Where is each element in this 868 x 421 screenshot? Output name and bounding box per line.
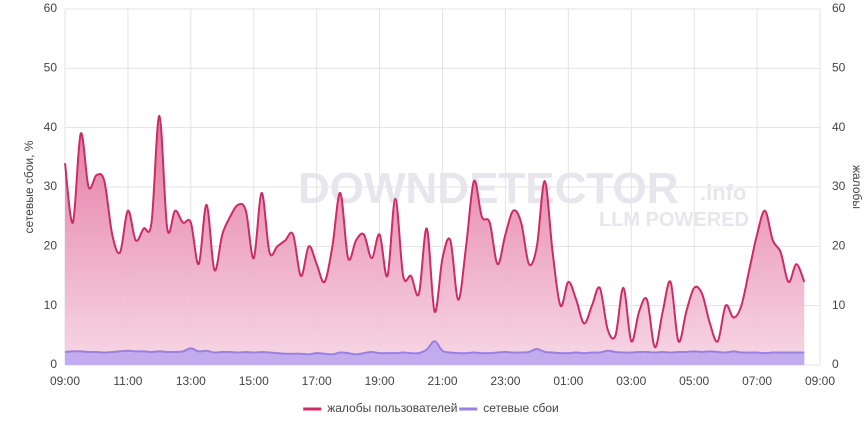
- y-axis-label: сетевые сбои, %: [22, 140, 36, 233]
- y-tick-label: 20: [44, 239, 58, 253]
- series-line: [64, 114, 806, 349]
- legend-label: жалобы пользователей: [327, 401, 457, 415]
- x-tick-label: 09:00: [50, 374, 80, 388]
- x-tick-label: 03:00: [616, 374, 646, 388]
- x-tick-label: 11:00: [113, 374, 142, 388]
- x-tick-label: 09:00: [805, 374, 835, 388]
- y2-tick-label: 20: [832, 239, 846, 253]
- x-tick-label: 07:00: [742, 374, 772, 388]
- legend-label: сетевые сбои: [483, 401, 559, 415]
- y-tick-label: 30: [44, 179, 58, 193]
- x-tick-label: 21:00: [427, 374, 457, 388]
- y2-tick-label: 40: [832, 120, 846, 134]
- x-tick-label: 15:00: [239, 374, 269, 388]
- y-tick-label: 50: [44, 61, 58, 75]
- y2-tick-label: 60: [832, 1, 846, 15]
- watermark-suffix: .info: [700, 180, 746, 205]
- area-fill: [65, 341, 805, 365]
- x-tick-label: 19:00: [365, 374, 395, 388]
- y-tick-label: 60: [44, 1, 58, 15]
- x-tick-label: 17:00: [302, 374, 332, 388]
- y2-tick-label: 10: [832, 298, 846, 312]
- x-tick-label: 23:00: [490, 374, 520, 388]
- watermark-tag: LLM POWERED: [599, 209, 749, 231]
- watermark-brand: DOWNDETECTOR: [298, 164, 679, 213]
- x-tick-label: 05:00: [679, 374, 709, 388]
- y2-tick-label: 50: [832, 61, 846, 75]
- series-line: [64, 340, 805, 356]
- x-tick-label: 01:00: [553, 374, 583, 388]
- y2-axis-label: жалобы: [850, 165, 864, 209]
- y-tick-label: 0: [50, 357, 57, 371]
- y2-tick-label: 0: [832, 357, 839, 371]
- x-tick-label: 13:00: [176, 374, 206, 388]
- area-fill: [65, 115, 805, 365]
- y-tick-label: 40: [44, 120, 58, 134]
- y2-tick-label: 30: [832, 179, 846, 193]
- watermark: DOWNDETECTOR .info LLM POWERED: [298, 164, 749, 231]
- legend: жалобы пользователей сетевые сбои: [303, 401, 559, 415]
- y-tick-label: 10: [44, 298, 58, 312]
